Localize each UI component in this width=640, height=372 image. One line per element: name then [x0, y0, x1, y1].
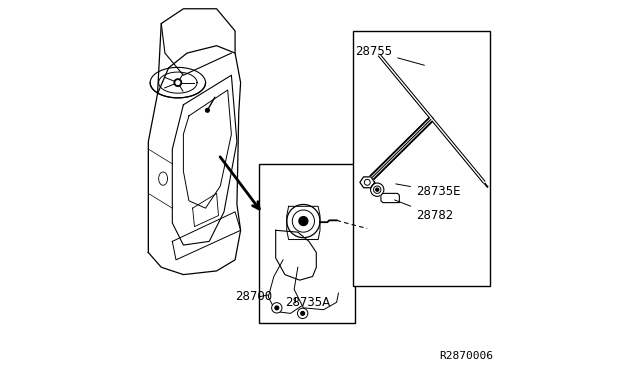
Circle shape: [374, 186, 381, 193]
Circle shape: [275, 306, 278, 310]
Text: 28755: 28755: [355, 45, 424, 65]
Circle shape: [371, 183, 384, 196]
Bar: [259, 164, 355, 323]
Circle shape: [271, 303, 282, 313]
Circle shape: [299, 217, 308, 225]
Bar: [353, 31, 490, 286]
Circle shape: [376, 188, 379, 191]
Text: 28700: 28700: [235, 290, 272, 303]
Text: 28735E: 28735E: [396, 184, 461, 198]
Text: 28735A: 28735A: [285, 296, 330, 309]
Text: 28782: 28782: [395, 200, 453, 222]
Circle shape: [287, 205, 320, 238]
Circle shape: [364, 179, 370, 185]
Circle shape: [301, 311, 305, 315]
Text: R2870006: R2870006: [440, 352, 493, 361]
Circle shape: [205, 109, 209, 112]
Circle shape: [292, 210, 314, 232]
Polygon shape: [381, 193, 399, 203]
Circle shape: [298, 308, 308, 318]
Circle shape: [176, 81, 180, 84]
Circle shape: [174, 79, 182, 86]
Polygon shape: [360, 177, 374, 188]
